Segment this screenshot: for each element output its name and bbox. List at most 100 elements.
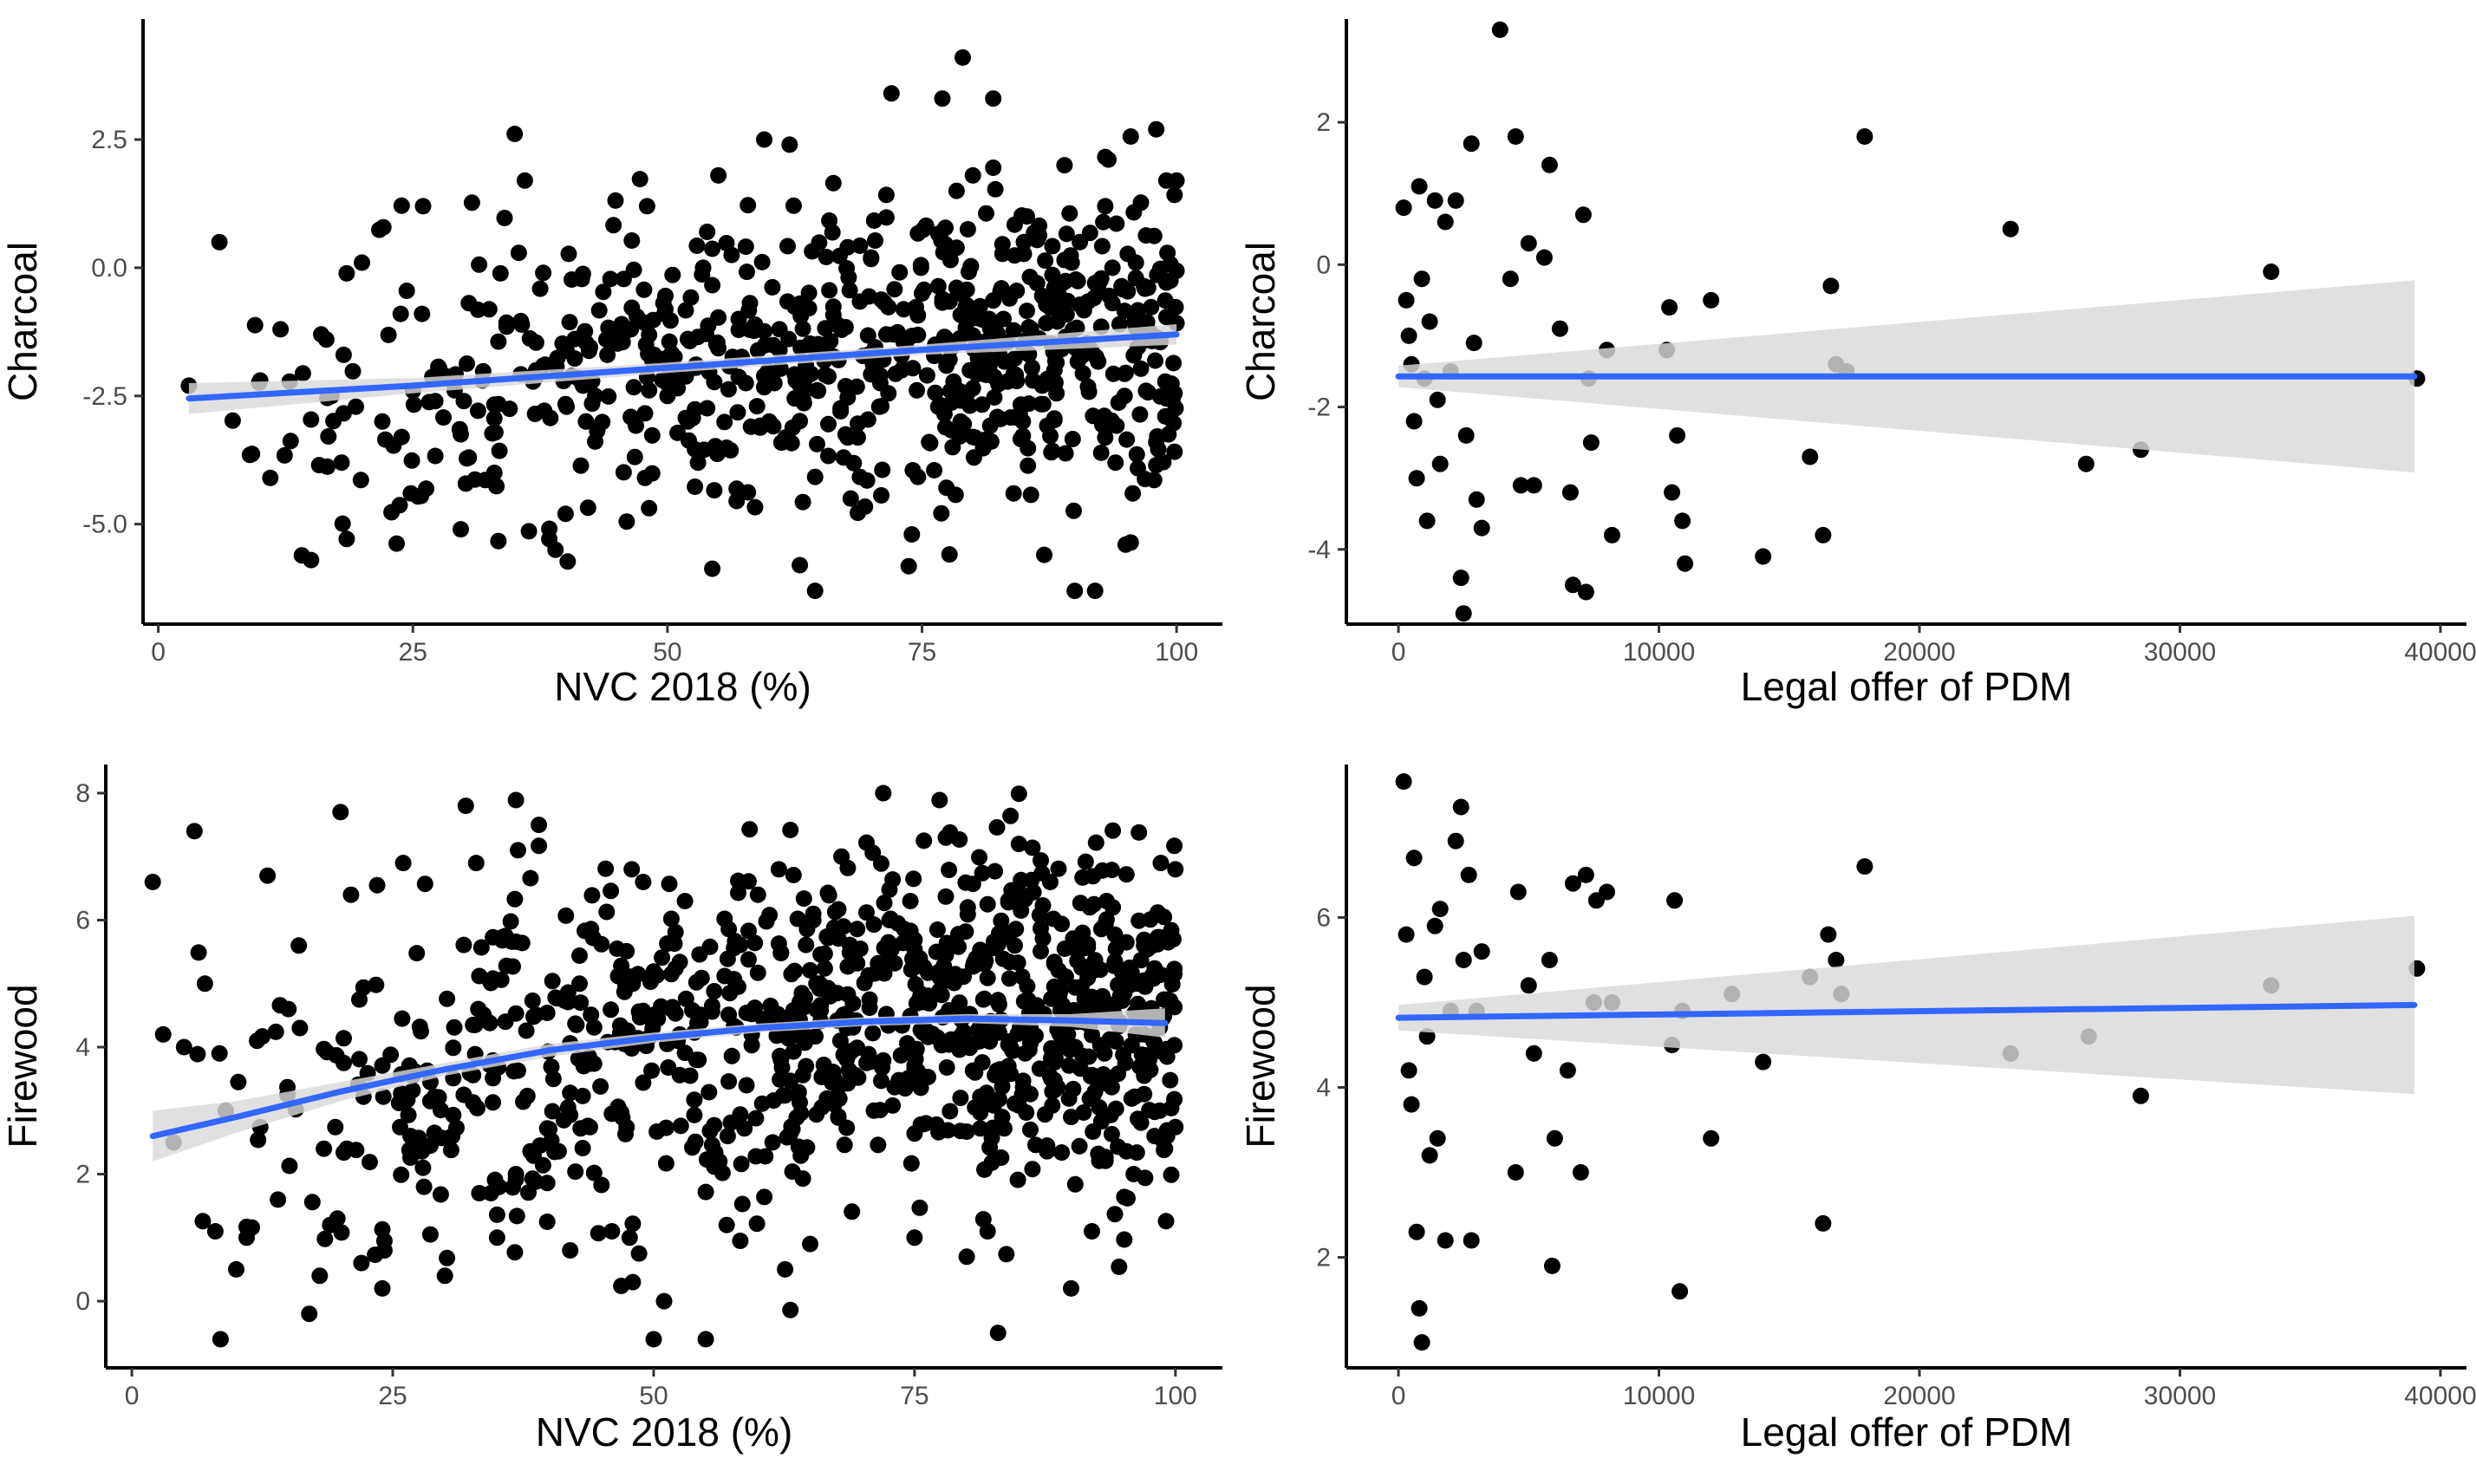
data-point	[933, 986, 950, 1004]
data-point	[777, 1260, 794, 1278]
data-point	[316, 1230, 334, 1247]
data-point	[915, 221, 932, 238]
data-point	[1125, 347, 1143, 364]
data-point	[753, 253, 771, 270]
data-point	[625, 379, 642, 396]
data-point	[559, 553, 577, 570]
data-point	[1058, 225, 1075, 243]
data-point	[1000, 1036, 1017, 1053]
data-point	[1130, 302, 1146, 319]
data-point	[672, 1117, 689, 1135]
data-point	[708, 334, 726, 351]
data-point	[703, 997, 720, 1014]
data-point	[383, 504, 401, 521]
data-point	[1561, 484, 1579, 501]
data-point	[211, 233, 228, 251]
data-point	[1053, 1144, 1071, 1162]
data-point	[1069, 272, 1086, 290]
data-point	[333, 1224, 350, 1241]
data-point	[1574, 206, 1592, 224]
data-point	[1041, 1068, 1059, 1085]
data-point	[1000, 894, 1017, 911]
data-point	[826, 903, 844, 921]
data-point	[772, 1047, 789, 1064]
data-point	[955, 49, 971, 66]
data-point	[505, 958, 521, 975]
data-point	[720, 1006, 738, 1024]
data-point	[1022, 1121, 1039, 1138]
data-point	[1132, 360, 1150, 377]
y-axis-title: Firewood	[0, 984, 45, 1148]
data-point	[484, 425, 501, 442]
data-point	[520, 1184, 537, 1201]
data-point	[780, 1028, 798, 1045]
data-point	[723, 1047, 740, 1064]
data-point	[536, 402, 553, 420]
data-point	[1452, 798, 1469, 816]
data-point	[747, 1110, 765, 1127]
data-point	[994, 1109, 1011, 1126]
data-point	[756, 322, 772, 340]
data-point	[697, 1331, 714, 1348]
data-point	[1013, 968, 1031, 986]
x-axis-title: NVC 2018 (%)	[554, 664, 811, 709]
data-point	[1057, 445, 1074, 462]
data-point	[1107, 1100, 1124, 1117]
data-point	[906, 1125, 923, 1142]
data-point	[270, 1191, 287, 1208]
data-point	[836, 1136, 853, 1154]
data-point	[915, 281, 933, 298]
data-point	[1034, 897, 1052, 914]
data-point	[646, 346, 663, 363]
data-point	[994, 950, 1012, 967]
data-point	[435, 409, 452, 426]
data-point	[728, 492, 746, 510]
data-point	[617, 1125, 634, 1142]
data-point	[544, 1103, 561, 1120]
x-tick-label: 100	[1155, 638, 1198, 667]
data-point	[605, 217, 622, 234]
data-point	[798, 1058, 815, 1075]
data-point	[990, 1090, 1007, 1108]
data-point	[1092, 1113, 1110, 1130]
data-point	[840, 1061, 857, 1078]
data-point	[1137, 471, 1154, 488]
data-point	[1143, 298, 1160, 316]
points	[180, 49, 1185, 600]
data-point	[1411, 1299, 1428, 1317]
data-point	[749, 886, 766, 903]
data-point	[467, 855, 485, 872]
data-point	[876, 895, 893, 912]
data-point	[1541, 156, 1558, 173]
data-point	[603, 882, 620, 900]
data-point	[833, 1076, 850, 1093]
data-point	[224, 412, 241, 429]
data-point	[905, 959, 922, 976]
data-point	[600, 387, 617, 405]
data-point	[1033, 942, 1049, 960]
data-point	[281, 1157, 298, 1175]
x-axis-title: NVC 2018 (%)	[536, 1409, 793, 1455]
data-point	[822, 333, 839, 349]
data-point	[645, 1331, 662, 1348]
data-point	[405, 396, 422, 413]
data-point	[723, 246, 740, 264]
data-point	[1019, 208, 1035, 225]
data-point	[316, 1040, 333, 1058]
data-point	[482, 1185, 499, 1201]
data-point	[520, 523, 538, 540]
data-point	[757, 336, 774, 354]
data-point	[463, 194, 480, 212]
data-point	[1421, 1147, 1438, 1164]
data-point	[466, 1016, 484, 1033]
data-point	[937, 888, 955, 905]
data-point	[994, 1077, 1011, 1095]
data-point	[794, 1170, 811, 1188]
data-point	[403, 1142, 420, 1160]
data-point	[710, 166, 727, 184]
data-point	[1005, 322, 1022, 339]
data-point	[230, 1073, 247, 1090]
data-point	[721, 985, 739, 1002]
data-point	[820, 415, 837, 433]
data-point	[492, 264, 509, 282]
